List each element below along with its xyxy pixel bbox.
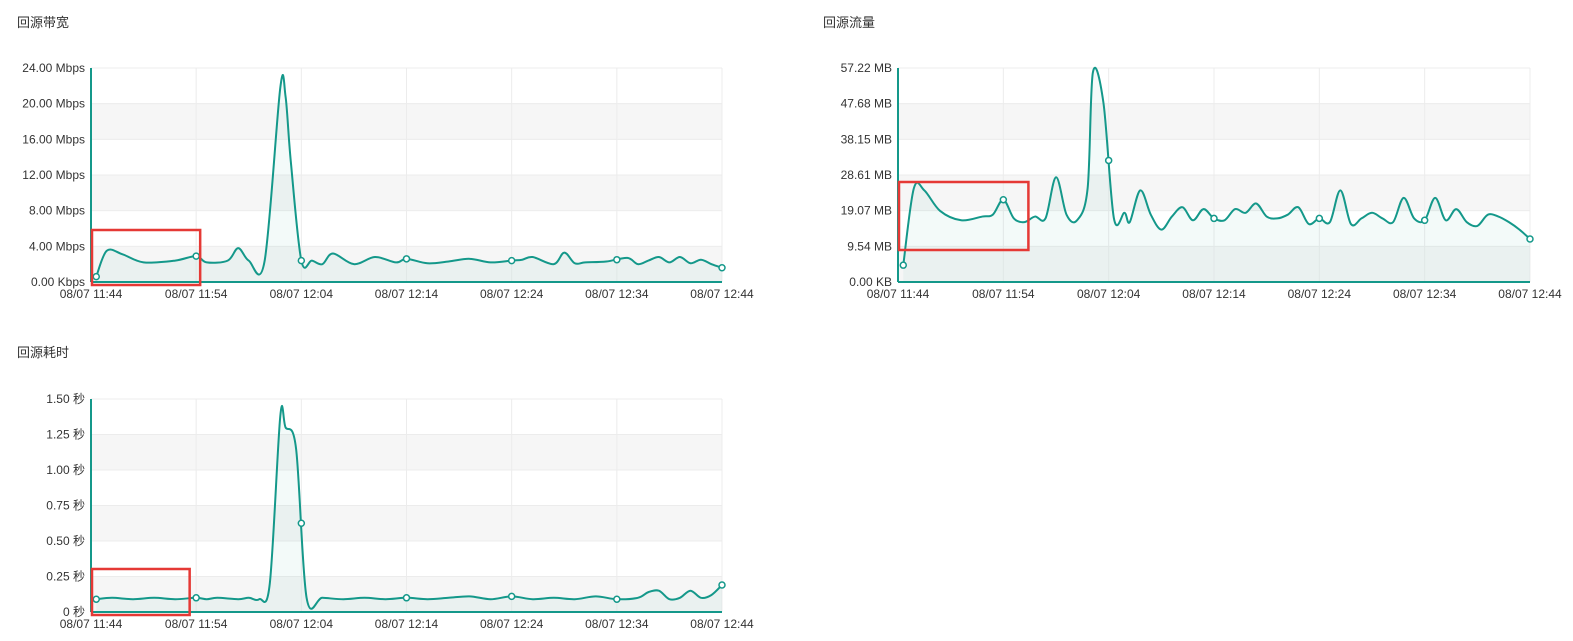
data-point[interactable] bbox=[297, 256, 306, 265]
x-tick-label: 08/07 12:34 bbox=[585, 287, 649, 301]
bandwidth-panel: 回源带宽 0.00 Kbps 4.00 Mbps 8.00 Mbps 12.00 Mb… bbox=[0, 0, 780, 320]
x-tick-label: 08/07 12:24 bbox=[480, 617, 544, 631]
x-tick-label: 08/07 12:14 bbox=[375, 287, 439, 301]
data-point[interactable] bbox=[1315, 214, 1324, 223]
data-point[interactable] bbox=[297, 519, 306, 527]
y-tick-label: 0.00 KB bbox=[849, 275, 892, 289]
data-point[interactable] bbox=[613, 595, 621, 603]
y-tick-label: 20.00 Mbps bbox=[22, 97, 85, 111]
data-point[interactable] bbox=[1526, 235, 1534, 243]
x-tick-label: 08/07 11:44 bbox=[60, 617, 123, 631]
data-point[interactable] bbox=[1420, 216, 1429, 225]
y-tick-label: 0 秒 bbox=[63, 605, 85, 619]
data-point[interactable] bbox=[192, 594, 200, 602]
y-tick-label: 9.54 MB bbox=[847, 239, 892, 253]
data-point[interactable] bbox=[1104, 156, 1113, 165]
series-area bbox=[903, 67, 1530, 283]
y-tick-label: 19.07 MB bbox=[841, 204, 892, 218]
data-point[interactable] bbox=[899, 261, 908, 269]
data-point[interactable] bbox=[402, 594, 411, 602]
y-tick-label: 57.22 MB bbox=[841, 61, 892, 75]
y-tick-label: 0.25 秒 bbox=[46, 570, 85, 584]
data-point[interactable] bbox=[718, 263, 726, 272]
traffic-chart: 0.00 KB 9.54 MB 19.07 MB 28.61 MB 38.15 MB 47… bbox=[841, 61, 1562, 301]
chart-title: 回源流量 bbox=[823, 15, 876, 30]
chart-title: 回源带宽 bbox=[17, 15, 70, 30]
y-tick-label: 4.00 Mbps bbox=[29, 239, 85, 253]
latency-chart: 0 秒 0.25 秒 0.50 秒 0.75 秒 1.00 秒 1.25 秒 1.50 秒 0… bbox=[46, 392, 754, 631]
data-point[interactable] bbox=[402, 255, 411, 263]
x-tick-label: 08/07 11:44 bbox=[60, 287, 123, 301]
x-tick-label: 08/07 12:04 bbox=[270, 287, 334, 301]
y-tick-label: 0.50 秒 bbox=[46, 534, 85, 548]
data-point[interactable] bbox=[92, 272, 101, 281]
y-tick-label: 8.00 Mbps bbox=[29, 204, 85, 218]
x-tick-label: 08/07 12:14 bbox=[1182, 287, 1246, 301]
y-tick-label: 0.75 秒 bbox=[46, 499, 85, 513]
series-area bbox=[96, 74, 723, 282]
highlight-box bbox=[90, 567, 191, 617]
series-line bbox=[96, 405, 723, 610]
y-tick-label: 47.68 MB bbox=[841, 97, 892, 111]
x-tick-label: 08/07 12:04 bbox=[1077, 287, 1141, 301]
data-point[interactable] bbox=[1210, 214, 1218, 223]
data-point[interactable] bbox=[507, 592, 516, 601]
data-point[interactable] bbox=[999, 195, 1008, 204]
bandwidth-chart: 0.00 Kbps 4.00 Mbps 8.00 Mbps 12.00 Mbps 16.… bbox=[22, 61, 754, 301]
x-tick-label: 08/07 12:44 bbox=[690, 617, 754, 631]
data-point[interactable] bbox=[613, 255, 621, 264]
y-tick-label: 12.00 Mbps bbox=[22, 168, 85, 182]
x-tick-label: 08/07 12:04 bbox=[270, 617, 334, 631]
y-tick-label: 1.00 秒 bbox=[46, 463, 85, 477]
x-tick-label: 08/07 11:54 bbox=[972, 287, 1035, 301]
y-tick-label: 38.15 MB bbox=[841, 132, 892, 146]
traffic-panel: 回源流量 0.00 KB 9.54 MB 19.07 MB 28.61 MB 38.15… bbox=[806, 0, 1573, 320]
x-tick-label: 08/07 12:24 bbox=[1288, 287, 1352, 301]
data-point[interactable] bbox=[507, 256, 516, 265]
y-tick-label: 24.00 Mbps bbox=[22, 61, 85, 75]
y-tick-label: 16.00 Mbps bbox=[22, 132, 85, 146]
x-tick-label: 08/07 12:44 bbox=[1498, 287, 1562, 301]
highlight-box bbox=[90, 228, 202, 287]
x-tick-label: 08/07 12:14 bbox=[375, 617, 439, 631]
y-tick-label: 1.25 秒 bbox=[46, 428, 85, 442]
x-tick-label: 08/07 12:24 bbox=[480, 287, 544, 301]
x-tick-label: 08/07 12:34 bbox=[1393, 287, 1457, 301]
data-point[interactable] bbox=[92, 595, 101, 603]
data-point[interactable] bbox=[192, 252, 200, 260]
x-tick-label: 08/07 11:54 bbox=[165, 617, 228, 631]
highlight-box bbox=[897, 180, 1030, 252]
y-tick-label: 28.61 MB bbox=[841, 168, 892, 182]
x-tick-label: 08/07 11:44 bbox=[867, 287, 930, 301]
chart-title: 回源耗时 bbox=[17, 345, 70, 360]
y-tick-label: 0.00 Kbps bbox=[31, 275, 85, 289]
x-tick-label: 08/07 12:34 bbox=[585, 617, 649, 631]
y-tick-label: 1.50 秒 bbox=[46, 392, 85, 406]
latency-panel: 回源耗时 0 秒 0.25 秒 0.50 秒 0.75 秒 1.00 秒 1.25 秒 1.… bbox=[0, 330, 780, 641]
x-tick-label: 08/07 12:44 bbox=[690, 287, 754, 301]
x-tick-label: 08/07 11:54 bbox=[165, 287, 228, 301]
data-point[interactable] bbox=[718, 581, 726, 589]
